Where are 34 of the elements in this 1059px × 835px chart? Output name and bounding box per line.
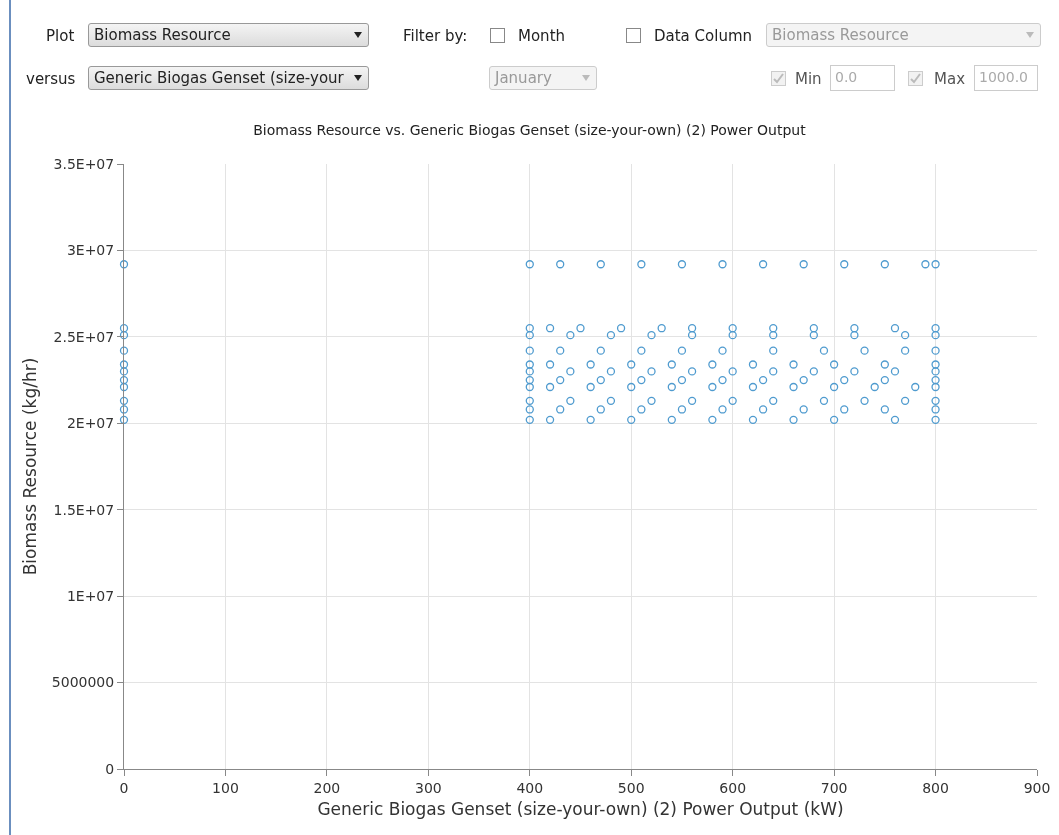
x-tick-label: 0 bbox=[119, 779, 129, 796]
text: Biomass Resource bbox=[94, 26, 231, 44]
y-tick-label: 1E+07 bbox=[66, 588, 115, 605]
text: Filter by: bbox=[403, 27, 468, 45]
text: Month bbox=[518, 27, 566, 45]
y-tick-label: 2E+07 bbox=[66, 415, 115, 432]
y-tick-label: 3.5E+07 bbox=[53, 155, 115, 172]
text: Max bbox=[934, 70, 966, 88]
x-tick-label: 700 bbox=[820, 779, 848, 796]
text: Generic Biogas Genset (size-your bbox=[94, 69, 344, 87]
y-tick-label: 1.5E+07 bbox=[53, 501, 115, 518]
text: versus bbox=[26, 70, 76, 88]
y-tick-label: 3E+07 bbox=[66, 242, 115, 259]
x-tick-label: 500 bbox=[617, 779, 645, 796]
text: 0.0 bbox=[830, 65, 895, 91]
x-tick-label: 200 bbox=[313, 779, 341, 796]
text: Min bbox=[795, 70, 822, 88]
x-axis-title: Generic Biogas Genset (size-your-own) (2) Power Output (kW) bbox=[317, 799, 844, 820]
x-tick-label: 300 bbox=[414, 779, 442, 796]
text: Plot bbox=[46, 27, 75, 45]
text: Biomass Resource bbox=[772, 26, 909, 44]
x-tick-label: 400 bbox=[516, 779, 544, 796]
y-tick-label: 0 bbox=[105, 760, 115, 777]
text: Data Column bbox=[654, 27, 753, 45]
x-tick-label: 100 bbox=[212, 779, 239, 796]
x-tick-label: 900 bbox=[1023, 779, 1051, 796]
y-tick-label: 5000000 bbox=[51, 674, 115, 691]
text: 1000.0 bbox=[974, 65, 1038, 91]
chart-title: Biomass Resource vs. Generic Biogas Genset (size-your-own) (2) Power Output bbox=[253, 121, 807, 138]
text: January bbox=[495, 69, 552, 87]
y-tick-label: 2.5E+07 bbox=[53, 328, 115, 345]
x-tick-label: 600 bbox=[719, 779, 747, 796]
x-tick-label: 800 bbox=[922, 779, 949, 796]
y-axis-title: Biomass Resource (kg/hr) bbox=[20, 357, 41, 576]
